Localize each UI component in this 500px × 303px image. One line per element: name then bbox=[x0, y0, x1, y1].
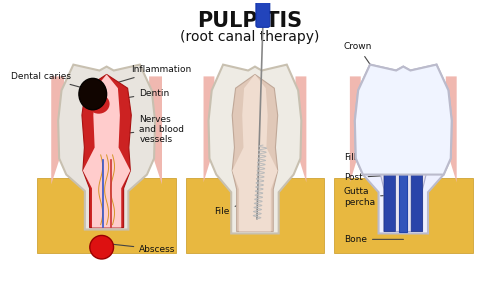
Polygon shape bbox=[83, 75, 130, 228]
Text: PULPITIS: PULPITIS bbox=[198, 11, 302, 31]
FancyBboxPatch shape bbox=[334, 178, 472, 253]
Polygon shape bbox=[51, 76, 64, 185]
Bar bbox=[400, 147, 407, 231]
Text: Bone: Bone bbox=[344, 235, 404, 244]
Polygon shape bbox=[208, 65, 302, 234]
Polygon shape bbox=[350, 76, 361, 182]
FancyBboxPatch shape bbox=[38, 178, 176, 253]
Polygon shape bbox=[232, 75, 278, 231]
Text: Dentin: Dentin bbox=[122, 88, 170, 98]
Text: Filling: Filling bbox=[344, 153, 396, 162]
Text: Nerves
and blood
vessels: Nerves and blood vessels bbox=[110, 115, 184, 144]
Polygon shape bbox=[296, 76, 306, 182]
Polygon shape bbox=[204, 76, 214, 182]
Circle shape bbox=[90, 235, 114, 259]
Polygon shape bbox=[411, 150, 422, 231]
FancyBboxPatch shape bbox=[186, 178, 324, 253]
FancyBboxPatch shape bbox=[256, 0, 270, 27]
Polygon shape bbox=[384, 150, 396, 231]
Polygon shape bbox=[58, 65, 155, 230]
Ellipse shape bbox=[79, 78, 106, 110]
Polygon shape bbox=[355, 65, 452, 234]
Text: (root canal therapy): (root canal therapy) bbox=[180, 30, 320, 44]
Text: File: File bbox=[214, 198, 254, 216]
Polygon shape bbox=[384, 137, 423, 163]
Polygon shape bbox=[232, 75, 278, 231]
Text: Inflammation: Inflammation bbox=[114, 65, 192, 83]
Text: Crown: Crown bbox=[344, 42, 372, 67]
Text: Abscess: Abscess bbox=[106, 244, 176, 254]
Polygon shape bbox=[149, 76, 162, 185]
Text: Dental caries: Dental caries bbox=[10, 72, 92, 90]
Polygon shape bbox=[446, 76, 456, 182]
Polygon shape bbox=[355, 65, 452, 175]
Polygon shape bbox=[380, 75, 427, 231]
Polygon shape bbox=[82, 75, 132, 228]
Text: Post: Post bbox=[344, 173, 399, 182]
Text: Gutta
percha: Gutta percha bbox=[344, 188, 404, 207]
Ellipse shape bbox=[88, 94, 110, 114]
